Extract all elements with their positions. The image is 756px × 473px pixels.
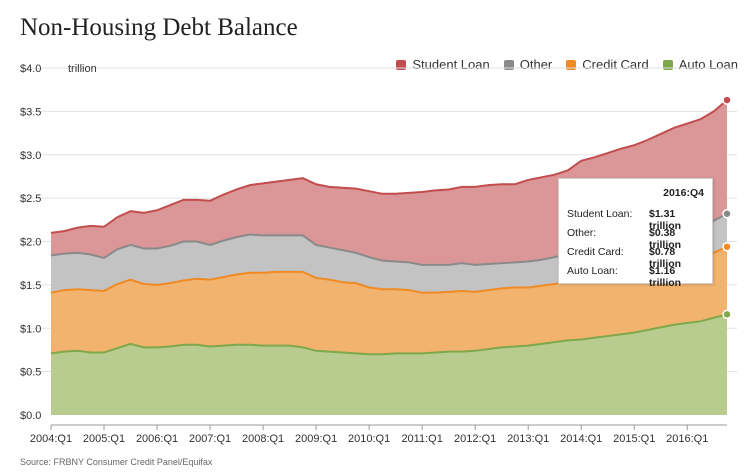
y-tick-label: $2.5 [20, 193, 41, 205]
x-axis: 2004:Q1 2005:Q1 2006:Q1 2007:Q1 2008:Q1 2009:… [30, 424, 727, 445]
area-auto-loan [51, 314, 727, 415]
tooltip-value: $1.16 trillion [649, 265, 682, 289]
tooltip-label: Student Loan: [567, 208, 633, 220]
x-tick-label: 2010:Q1 [348, 433, 390, 445]
x-tick-label: 2004:Q1 [30, 433, 72, 445]
tooltip-label: Credit Card: [567, 246, 624, 258]
x-tick-label: 2016:Q1 [666, 433, 708, 445]
marker-credit-card [722, 241, 732, 252]
end-markers [722, 95, 732, 320]
marker-other [722, 208, 732, 219]
x-tick-label: 2014:Q1 [560, 433, 602, 445]
tooltip-value: $0.38 trillion [649, 227, 682, 251]
chart-title: Non-Housing Debt Balance [20, 14, 298, 41]
y-tick-label: $0.0 [20, 410, 41, 422]
legend-swatch-credit-card [566, 59, 577, 70]
line-student-loan [50, 99, 728, 234]
legend-swatch-other [503, 59, 514, 70]
y-tick-label: $2.0 [20, 237, 41, 249]
x-tick-label: 2009:Q1 [295, 433, 337, 445]
x-tick-label: 2013:Q1 [507, 433, 549, 445]
marker-student-loan [722, 95, 732, 105]
tooltip-row-auto-loan: Auto Loan: $1.16 trillion [567, 265, 704, 289]
x-tick-label: 2006:Q1 [136, 433, 178, 445]
tooltip-row-student-loan: Student Loan: $1.31 trillion [567, 208, 704, 232]
tooltip-row-other: Other: $0.38 trillion [567, 227, 704, 251]
x-tick-label: 2012:Q1 [454, 433, 496, 445]
y-tick-label: $3.0 [20, 150, 41, 162]
x-tick-label: 2007:Q1 [189, 433, 231, 445]
tooltip-label: Other: [567, 227, 597, 239]
tooltip-value: $1.31 trillion [649, 208, 682, 232]
y-tick-label: $0.5 [20, 367, 41, 379]
y-axis: $0.0 $0.5 $1.0 $1.5 $2.0 $2.5 $3.0 $3.5 $4.0 [20, 63, 41, 422]
y-tick-label: $4.0 [20, 63, 41, 75]
x-tick-label: 2011:Q1 [401, 433, 442, 445]
y-tick-label: $1.0 [20, 323, 41, 335]
marker-auto-loan [722, 309, 732, 320]
tooltip-title: 2016:Q4 [663, 187, 704, 199]
tooltip: 2016:Q4 Student Loan: $1.31 trillion Oth… [558, 178, 713, 289]
tooltip-value: $0.78 trillion [649, 246, 682, 270]
x-tick-label: 2015:Q1 [613, 433, 655, 445]
y-tick-label: $1.5 [20, 280, 41, 292]
tooltip-label: Auto Loan: [567, 265, 618, 277]
y-tick-label: $3.5 [20, 106, 41, 118]
line-auto-loan [50, 313, 728, 356]
legend-swatch-student-loan [396, 59, 407, 70]
y-unit-label: trillion [68, 63, 97, 75]
legend-swatch-auto-loan [662, 59, 673, 70]
x-tick-label: 2005:Q1 [83, 433, 125, 445]
area-credit-card [51, 246, 727, 355]
x-tick-label: 2008:Q1 [242, 433, 284, 445]
source-note: Source: FRBNY Consumer Credit Panel/Equi… [20, 457, 213, 467]
tooltip-row-credit-card: Credit Card: $0.78 trillion [567, 246, 704, 270]
